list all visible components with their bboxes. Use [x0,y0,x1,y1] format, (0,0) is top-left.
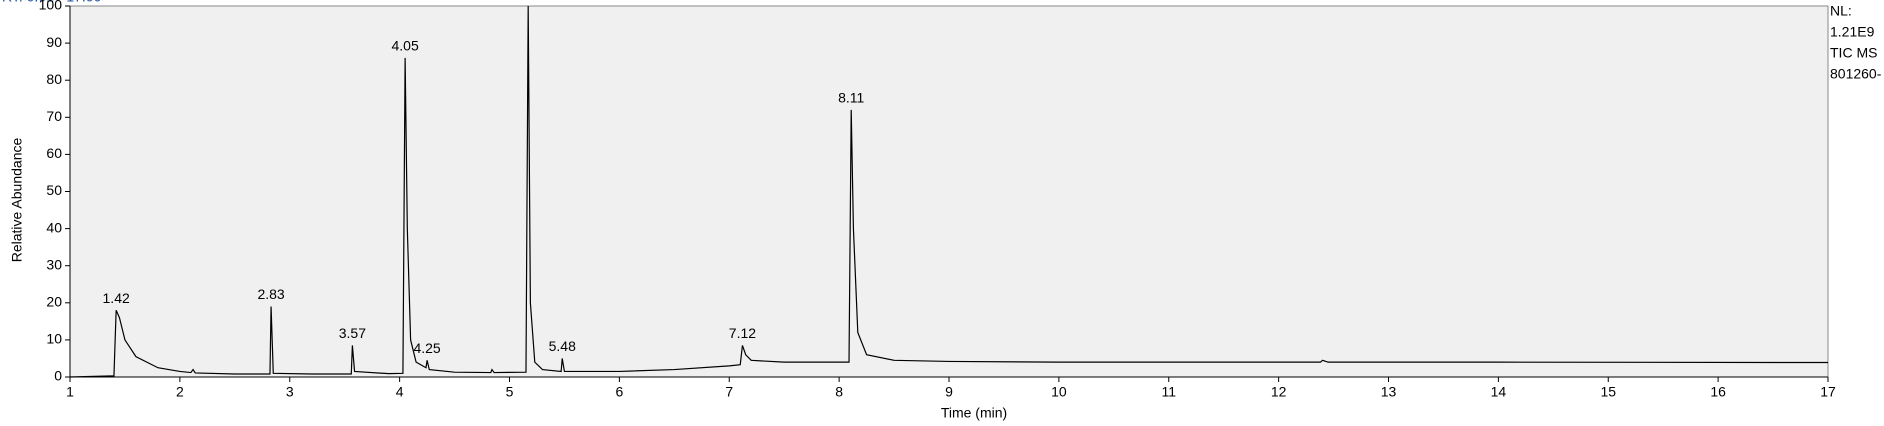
y-tick-label: 60 [46,145,62,161]
x-tick-label: 6 [615,384,623,400]
x-tick-label: 2 [176,384,184,400]
y-tick-label: 70 [46,108,62,124]
x-tick-label: 10 [1051,384,1067,400]
y-axis-label: Relative Abundance [9,138,25,263]
peak-label: 3.57 [339,325,366,341]
peak-label: 8.11 [838,90,864,106]
x-tick-label: 15 [1600,384,1616,400]
y-tick-label: 90 [46,34,62,50]
x-tick-label: 17 [1820,384,1836,400]
y-tick-label: 20 [46,294,62,310]
peak-label: 5.48 [549,338,576,354]
x-tick-label: 4 [396,384,404,400]
peak-label: 5.17 [515,0,542,2]
x-tick-label: 14 [1491,384,1507,400]
y-tick-label: 50 [46,182,62,198]
x-tick-label: 3 [286,384,294,400]
y-tick-label: 40 [46,219,62,235]
y-tick-label: 10 [46,331,62,347]
side-label: 1.21E9 [1830,24,1875,40]
peak-label: 4.05 [391,38,418,54]
x-axis-label: Time (min) [941,405,1007,421]
side-label: TIC MS [1830,45,1877,61]
peak-label: 7.12 [729,325,756,341]
x-tick-label: 9 [945,384,953,400]
y-tick-label: 80 [46,71,62,87]
x-tick-label: 1 [66,384,74,400]
peak-label: 4.25 [413,340,440,356]
side-label: NL: [1830,3,1852,19]
y-tick-label: 30 [46,256,62,272]
x-tick-label: 8 [835,384,843,400]
side-label: 801260- [1830,66,1882,82]
x-tick-label: 13 [1381,384,1397,400]
y-tick-label: 100 [39,0,63,13]
x-tick-label: 5 [506,384,514,400]
peak-label: 2.83 [257,286,284,302]
y-tick-label: 0 [54,368,62,384]
header: RT: 0.01 - 17.00 [2,0,102,5]
x-tick-label: 7 [725,384,733,400]
x-tick-label: 12 [1271,384,1287,400]
trace [69,5,1829,378]
plot-area [69,5,1829,378]
x-tick-label: 16 [1710,384,1726,400]
peak-label: 1.42 [103,290,130,306]
x-tick-label: 11 [1161,384,1176,400]
